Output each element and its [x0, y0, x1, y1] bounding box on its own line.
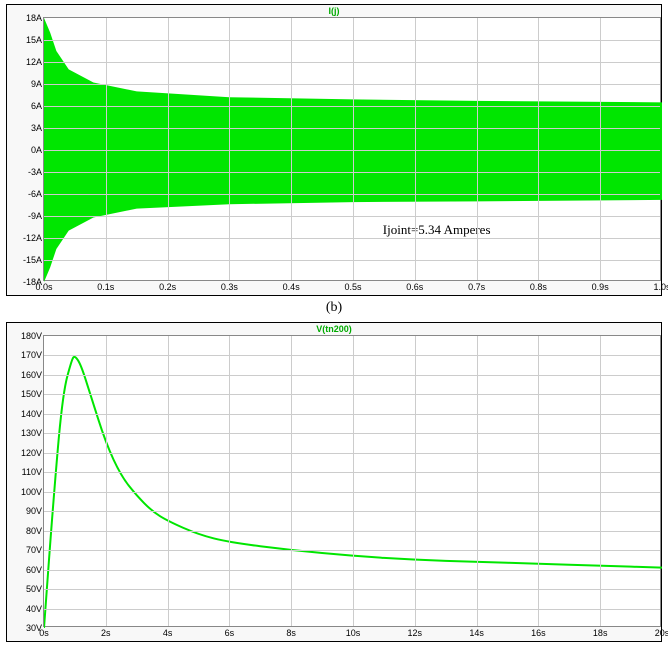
xtick: 2s — [101, 628, 111, 638]
ytick: 9A — [31, 79, 42, 89]
ytick: 160V — [21, 370, 42, 380]
xtick: 0.8s — [530, 282, 547, 292]
ytick: 140V — [21, 409, 42, 419]
ytick: 130V — [21, 428, 42, 438]
ytick: 70V — [26, 545, 42, 555]
xtick: 20s — [655, 628, 668, 638]
xtick: 0.3s — [221, 282, 238, 292]
ytick: 150V — [21, 389, 42, 399]
xtick: 0.4s — [283, 282, 300, 292]
ytick: 30V — [26, 623, 42, 633]
xtick: 14s — [469, 628, 484, 638]
xtick: 0.6s — [406, 282, 423, 292]
ytick: -3A — [28, 167, 42, 177]
ytick: 40V — [26, 604, 42, 614]
ytick: 15A — [26, 35, 42, 45]
ytick: 0A — [31, 145, 42, 155]
xtick: 6s — [225, 628, 235, 638]
ytick: -18A — [23, 277, 42, 287]
ytick: 12A — [26, 57, 42, 67]
xtick: 0.1s — [97, 282, 114, 292]
xtick: 4s — [163, 628, 173, 638]
ytick: 120V — [21, 448, 42, 458]
ytick: -12A — [23, 233, 42, 243]
ytick: -6A — [28, 189, 42, 199]
voltage-chart-plot: 0s2s4s6s8s10s12s14s16s18s20s30V40V50V60V… — [43, 335, 661, 627]
ytick: 18A — [26, 13, 42, 23]
ytick: 170V — [21, 350, 42, 360]
xtick: 16s — [531, 628, 546, 638]
ytick: 180V — [21, 331, 42, 341]
ytick: 6A — [31, 101, 42, 111]
xtick: 10s — [346, 628, 361, 638]
ytick: 50V — [26, 584, 42, 594]
ytick: -9A — [28, 211, 42, 221]
current-chart-title: I(j) — [329, 6, 340, 16]
xtick: 0.7s — [468, 282, 485, 292]
figure-label-b: (b) — [326, 300, 342, 316]
voltage-chart-title: V(tn200) — [316, 324, 352, 334]
ytick: 90V — [26, 506, 42, 516]
xtick: 0.5s — [344, 282, 361, 292]
ytick: 100V — [21, 487, 42, 497]
xtick: 1.0s — [653, 282, 668, 292]
xtick: 0.9s — [592, 282, 609, 292]
ytick: 3A — [31, 123, 42, 133]
xtick: 18s — [593, 628, 608, 638]
ytick: 60V — [26, 565, 42, 575]
ytick: 80V — [26, 526, 42, 536]
xtick: 8s — [286, 628, 296, 638]
current-annotation: Ijoint=5.34 Amperes — [383, 222, 491, 238]
ytick: 110V — [22, 467, 42, 477]
xtick: 12s — [408, 628, 423, 638]
ytick: -15A — [23, 255, 42, 265]
xtick: 0.2s — [159, 282, 176, 292]
voltage-chart: V(tn200) 0s2s4s6s8s10s12s14s16s18s20s30V… — [6, 322, 662, 642]
current-chart: I(j) Ijoint=5.34 Amperes 0.0s0.1s0.2s0.3… — [6, 4, 662, 296]
current-chart-plot: Ijoint=5.34 Amperes 0.0s0.1s0.2s0.3s0.4s… — [43, 17, 661, 281]
